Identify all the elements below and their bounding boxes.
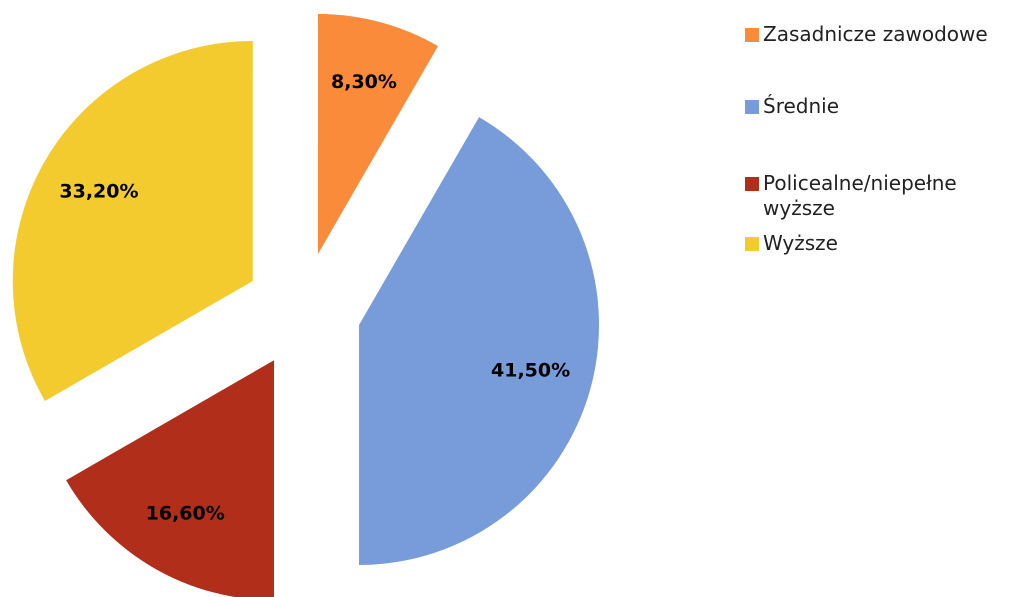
legend-swatch — [745, 237, 759, 251]
data-label: 8,30% — [331, 71, 397, 93]
legend-label: Średnie — [763, 94, 840, 118]
legend-swatch — [745, 100, 759, 114]
data-label: 41,50% — [491, 359, 570, 381]
legend-item: Średnie — [745, 94, 1030, 119]
legend-swatch — [745, 28, 759, 42]
legend-item: Wyższe — [745, 231, 1030, 256]
legend-item: Policealne/niepełne wyższe — [745, 171, 1030, 221]
data-label: 16,60% — [146, 503, 225, 525]
pie-slice — [12, 41, 253, 401]
legend-swatch — [745, 177, 759, 191]
pie-slice — [359, 117, 600, 566]
pie-slice — [66, 360, 274, 597]
legend-label: Wyższe — [763, 231, 838, 255]
legend-item: Zasadnicze zawodowe — [745, 22, 1030, 47]
pie-slice — [318, 13, 439, 254]
legend: Zasadnicze zawodowe Średnie Policealne/nie… — [745, 22, 1030, 256]
legend-label: Zasadnicze zawodowe — [763, 22, 988, 46]
legend-label: Policealne/niepełne wyższe — [763, 171, 957, 220]
data-label: 33,20% — [59, 181, 138, 203]
